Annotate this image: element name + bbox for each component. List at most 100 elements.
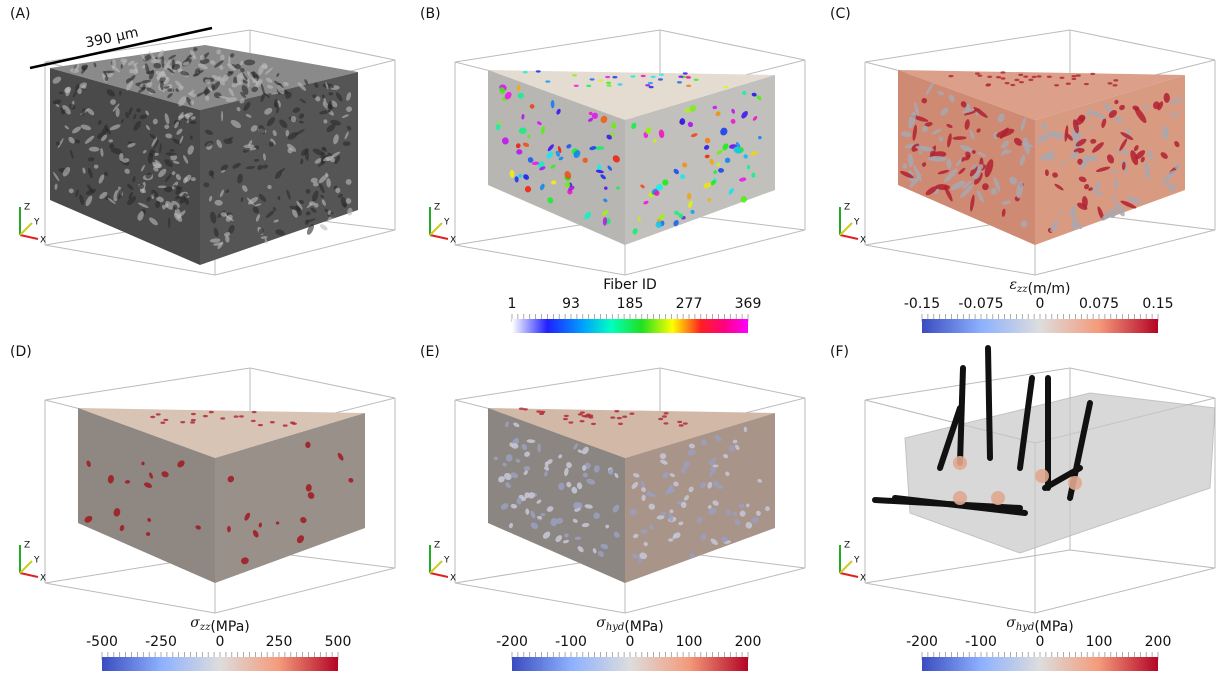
feature [563,418,568,420]
colorbar-title: σhyd(MPa) [596,615,663,635]
axis-label: Z [24,541,30,551]
axis-y [20,561,32,573]
symbol: σ [1006,615,1016,631]
panel: (E)ZYXσhyd(MPa)-200-1000100200 [420,344,805,671]
frame [865,550,1215,613]
feature [536,70,541,72]
feature [239,415,244,417]
colorbar-tick-label: 100 [676,634,703,650]
feature [1037,75,1042,77]
feature [551,180,556,184]
hotspot [1068,476,1082,490]
colorbar-title: σzz(MPa) [190,615,250,635]
feature [617,417,622,419]
feature [679,424,684,426]
feature [683,422,688,424]
feature [580,420,585,422]
axis-x [20,573,38,577]
feature [252,411,257,413]
feature [290,422,295,424]
colorbar [512,657,748,671]
feature [203,415,208,417]
axis-label: X [450,574,456,584]
panel: (F)ZYXσhyd(MPa)-200-1000100200 [830,344,1215,671]
feature [683,72,688,74]
feature [191,413,196,415]
feature [686,85,691,87]
panel-label: (B) [420,6,441,22]
feature [648,82,653,84]
feature [209,411,214,413]
axis-label: X [40,574,46,584]
symbol: σ [190,615,200,631]
subscript: zz [1016,284,1028,295]
feature [606,82,611,84]
colorbar-tick-label: 1 [508,296,517,312]
figure: (A)390 µmZYX(B)ZYXFiber ID193185277369(C… [0,0,1226,675]
feature [1023,75,1028,77]
feature [572,74,577,76]
colorbar-tick-label: -0.075 [958,296,1003,312]
feature [1084,83,1089,85]
colorbar-tick-label: 0 [626,634,635,650]
axis-label: Z [844,541,850,551]
feature [574,85,579,87]
symbol: σ [596,615,606,631]
colorbar-tick-label: -200 [906,634,938,650]
panel-label: (F) [830,344,849,360]
feature [588,416,593,418]
panel: (C)ZYXεzz(m/m)-0.15-0.07500.0750.15 [830,6,1215,333]
feature [663,422,668,424]
colorbar-tick-label: 0.15 [1142,296,1173,312]
feature [610,416,615,418]
feature [996,76,1001,78]
feature [156,413,161,415]
colorbar-title: εzz(m/m) [1010,277,1071,297]
feature [220,417,225,419]
colorbar-tick-label: -100 [555,634,587,650]
axis-label: Z [844,203,850,213]
colorbar-tick-label: 369 [735,296,762,312]
feature [160,422,165,424]
feature [641,75,646,77]
feature [1019,81,1024,83]
feature [180,421,185,423]
feature [523,408,528,410]
axis-x [430,573,448,577]
feature [618,423,623,425]
axis-label: X [40,236,46,246]
colorbar [922,319,1158,333]
feature [258,424,263,426]
feature [598,79,603,81]
subscript: hyd [1016,622,1035,633]
fiber [988,348,990,458]
colorbar-tick-label: -250 [145,634,177,650]
feature [163,419,168,421]
feature [1076,74,1081,76]
unit: (MPa) [1034,619,1073,635]
axis-label: Y [33,556,40,566]
colorbar [102,657,338,671]
feature [1090,73,1095,75]
feature [545,80,550,82]
feature [568,421,573,423]
unit: (m/m) [1028,281,1071,297]
feature [612,76,617,78]
feature [677,81,682,83]
hotspot [953,456,967,470]
axis-y [840,561,852,573]
axis-label: Y [853,218,860,228]
feature [630,75,635,77]
colorbar [512,319,748,333]
feature [985,84,990,86]
axis-x [840,573,858,577]
axis-y [430,561,442,573]
colorbar-tick-label: -200 [496,634,528,650]
axis-label: Z [434,203,440,213]
colorbar-tick-label: 0.075 [1079,296,1119,312]
axis-label: Y [443,218,450,228]
feature [658,78,663,80]
feature [645,84,650,86]
axis-label: Y [853,556,860,566]
feature [1059,77,1064,79]
